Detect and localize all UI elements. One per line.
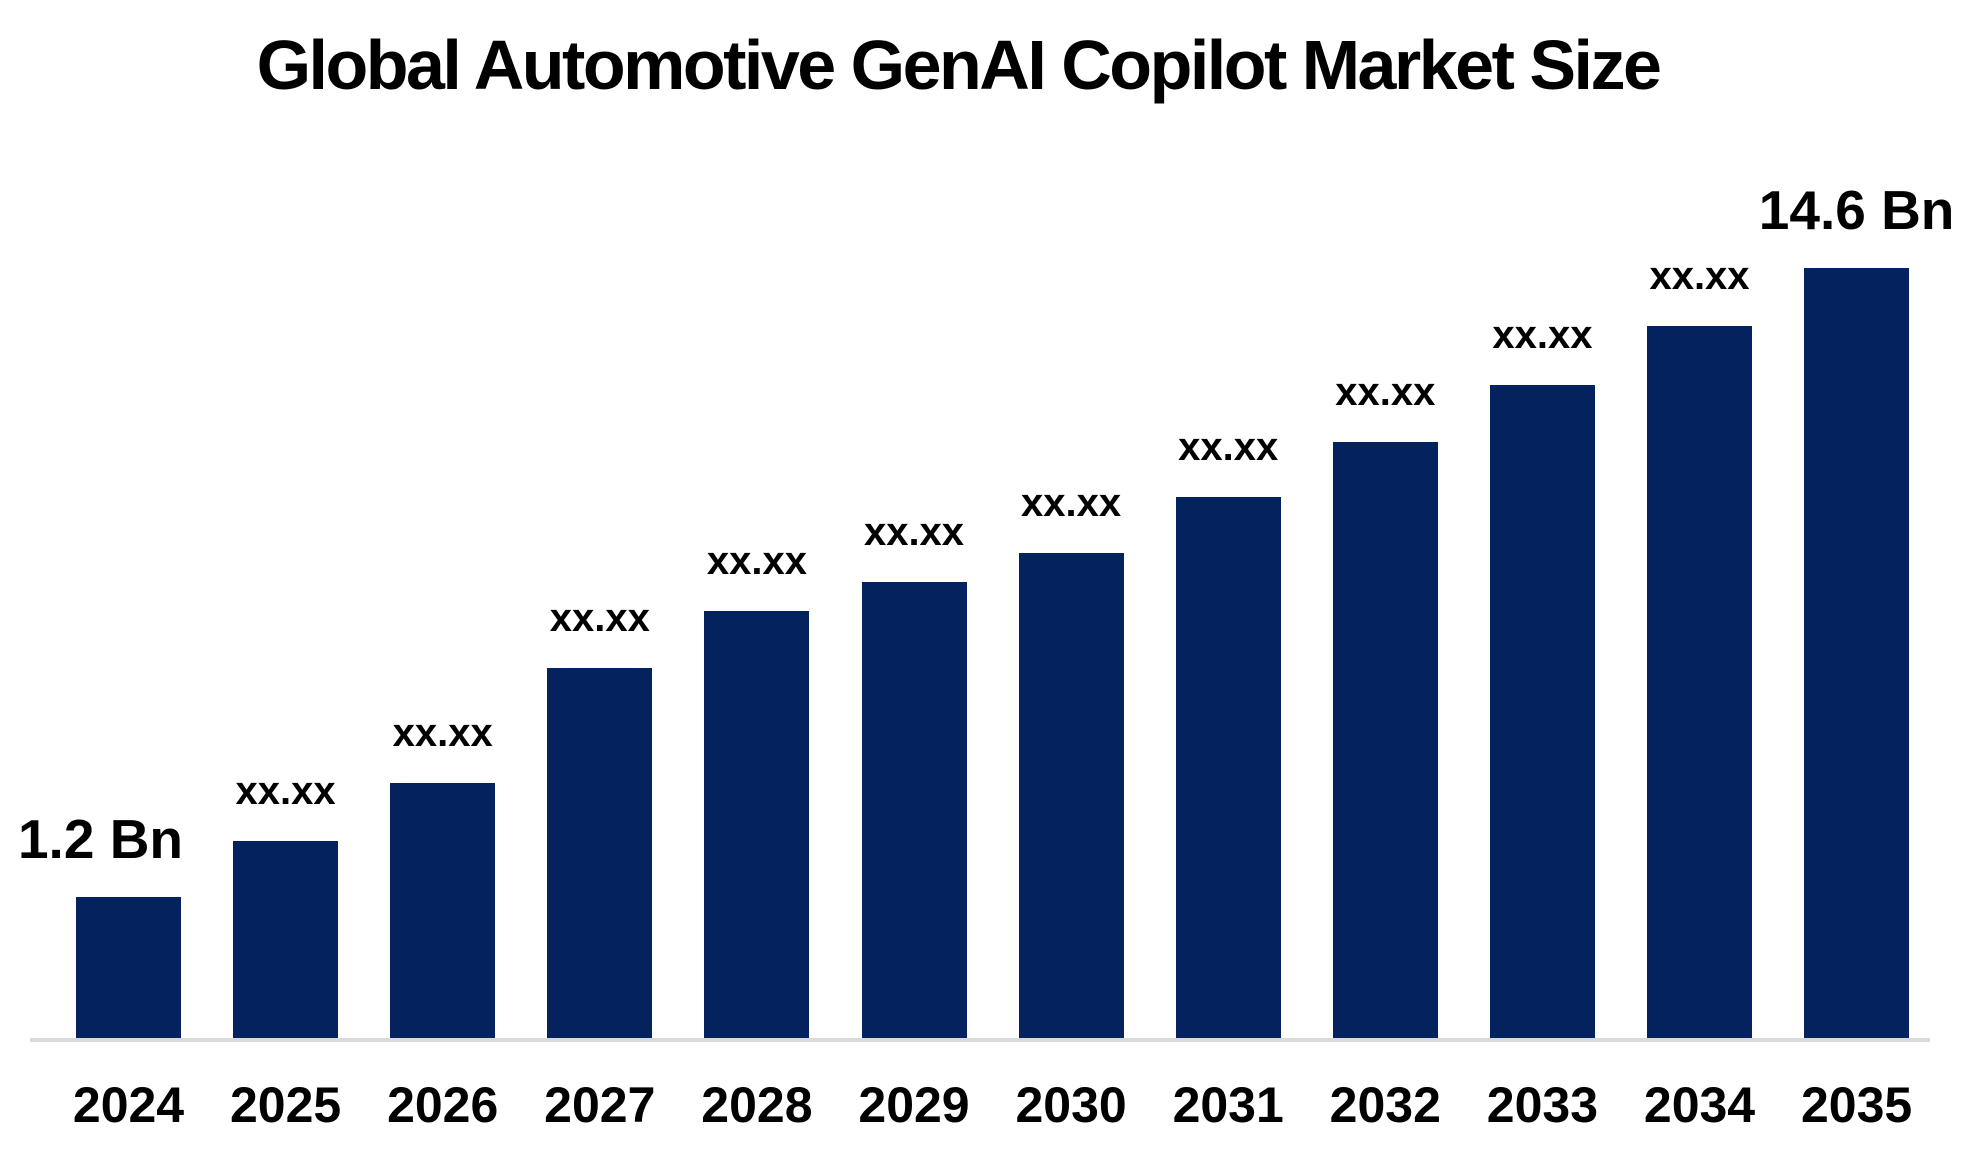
x-axis-line <box>30 1038 1930 1042</box>
value-label-2027: xx.xx <box>549 596 650 640</box>
value-label-2035: 14.6 Bn <box>1758 179 1955 241</box>
value-label-2029: xx.xx <box>863 510 965 554</box>
value-label-2033: xx.xx <box>1492 313 1593 357</box>
x-tick-2027: 2027 <box>544 1077 656 1133</box>
value-label-2028: xx.xx <box>706 539 807 583</box>
x-tick-2025: 2025 <box>229 1077 342 1133</box>
x-tick-2033: 2033 <box>1486 1077 1599 1133</box>
bar-2031 <box>1175 497 1281 1038</box>
value-label-2031: xx.xx <box>1178 425 1279 469</box>
value-label-2025: xx.xx <box>235 769 336 813</box>
bar-2033 <box>1489 385 1595 1038</box>
bar-2035 <box>1804 268 1910 1038</box>
value-label-2024: 1.2 Bn <box>17 808 184 870</box>
x-tick-2031: 2031 <box>1172 1077 1284 1133</box>
bar-2027 <box>547 668 653 1038</box>
bar-2028 <box>704 611 810 1038</box>
x-tick-2035: 2035 <box>1800 1077 1913 1133</box>
x-tick-2032: 2032 <box>1329 1077 1441 1133</box>
x-tick-2029: 2029 <box>858 1077 970 1133</box>
bar-2029 <box>861 582 967 1038</box>
bar-2030 <box>1018 553 1124 1038</box>
x-tick-2028: 2028 <box>701 1077 813 1133</box>
chart-title: Global Automotive GenAI Copilot Market S… <box>256 26 1662 104</box>
bar-2032 <box>1332 442 1438 1038</box>
value-label-2032: xx.xx <box>1335 370 1436 414</box>
x-tick-2030: 2030 <box>1015 1077 1127 1133</box>
bar-2024 <box>76 897 181 1038</box>
value-label-2030: xx.xx <box>1021 481 1122 525</box>
value-label-2034: xx.xx <box>1649 254 1750 298</box>
bar-2034 <box>1647 326 1752 1038</box>
bar-2025 <box>233 841 339 1038</box>
value-label-2026: xx.xx <box>392 711 493 755</box>
x-tick-2034: 2034 <box>1643 1077 1756 1133</box>
x-tick-2026: 2026 <box>387 1077 499 1133</box>
x-tick-2024: 2024 <box>72 1077 185 1133</box>
bar-2026 <box>390 783 496 1038</box>
